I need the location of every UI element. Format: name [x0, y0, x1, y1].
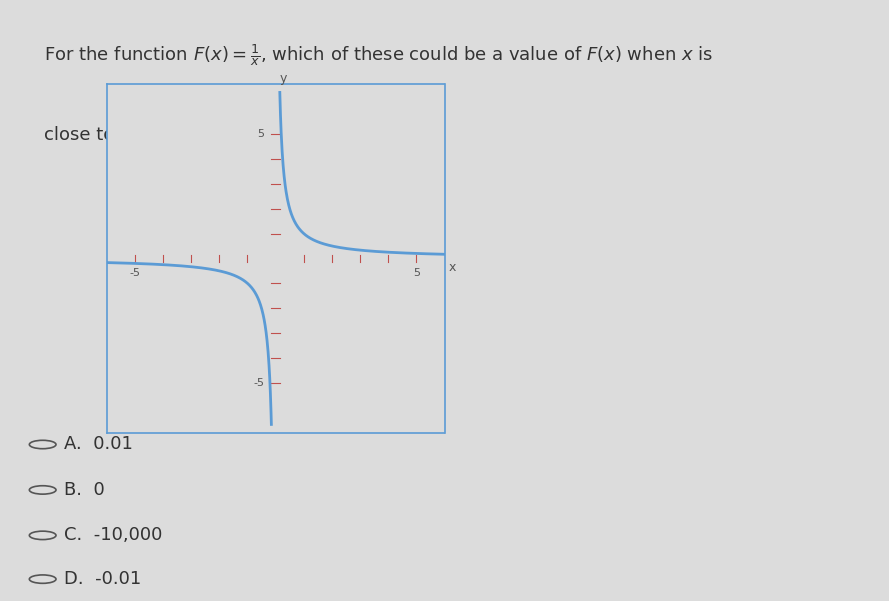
Text: close to zero?: close to zero? [44, 126, 169, 144]
Text: y: y [280, 72, 287, 85]
Text: D.  -0.01: D. -0.01 [64, 570, 141, 588]
Text: -5: -5 [253, 378, 264, 388]
Text: A.  0.01: A. 0.01 [64, 436, 132, 454]
Text: -5: -5 [129, 268, 140, 278]
Text: C.  -10,000: C. -10,000 [64, 526, 163, 545]
Text: x: x [449, 261, 456, 274]
Text: B.  0: B. 0 [64, 481, 105, 499]
Text: 5: 5 [257, 129, 264, 139]
Text: For the function $F(x) = \frac{1}{x}$, which of these could be a value of $F(x)$: For the function $F(x) = \frac{1}{x}$, w… [44, 42, 714, 68]
Text: 5: 5 [412, 268, 420, 278]
